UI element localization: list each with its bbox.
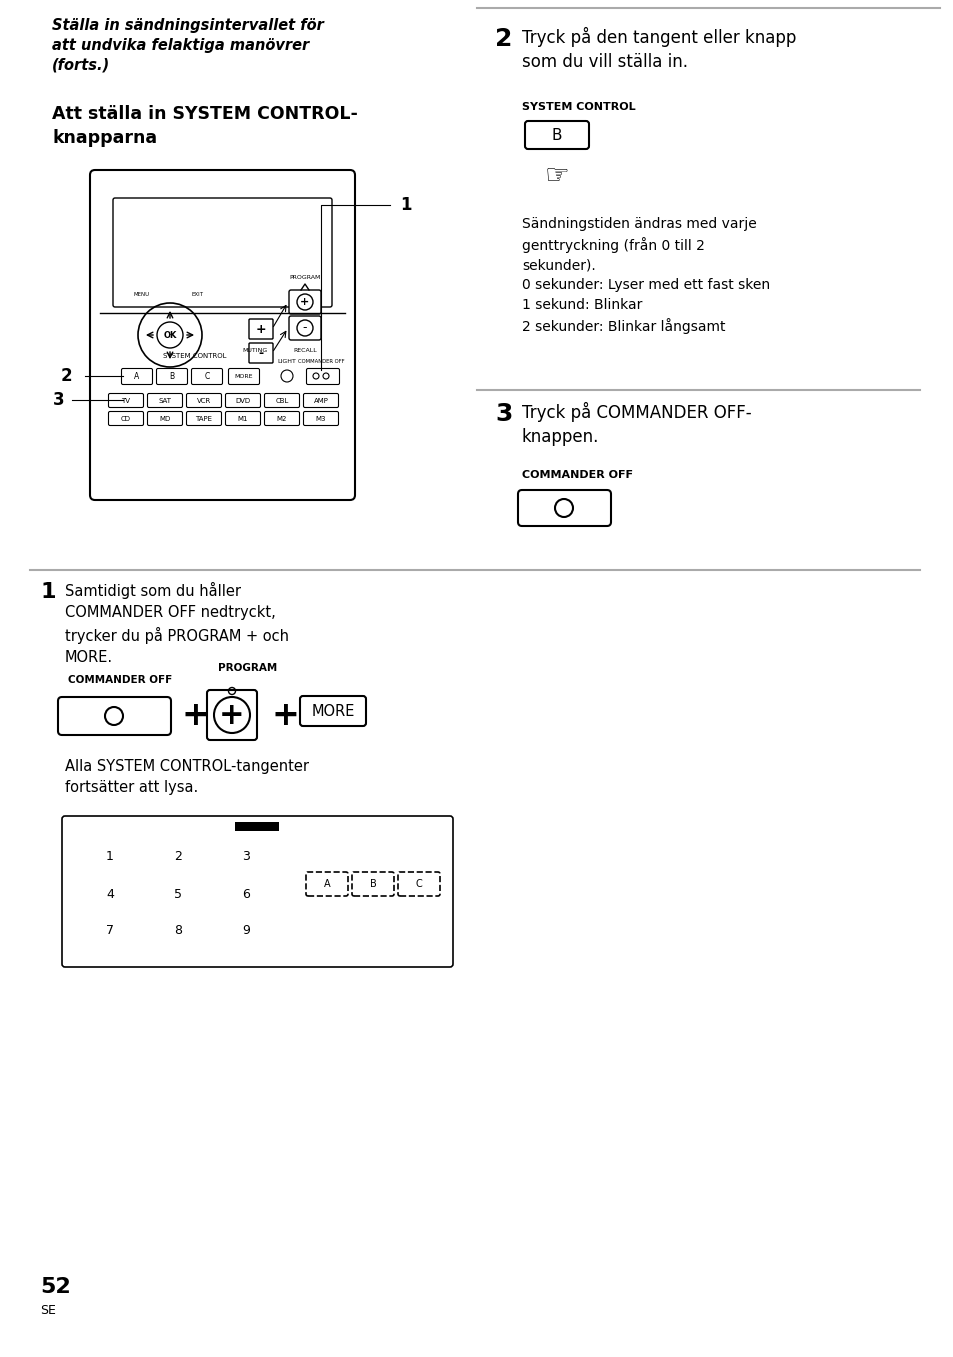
Text: SYSTEM CONTROL: SYSTEM CONTROL <box>163 353 227 360</box>
Text: B: B <box>369 879 376 889</box>
Text: EXIT: EXIT <box>192 292 204 297</box>
FancyBboxPatch shape <box>62 816 453 968</box>
Text: -: - <box>302 322 307 334</box>
Text: -: - <box>258 346 263 360</box>
Text: B: B <box>551 128 561 142</box>
Text: ☞: ☞ <box>544 161 569 190</box>
Text: M3: M3 <box>315 415 326 422</box>
FancyBboxPatch shape <box>186 411 221 426</box>
Text: 7: 7 <box>106 924 113 938</box>
Text: 1: 1 <box>40 582 55 603</box>
FancyBboxPatch shape <box>192 369 222 384</box>
FancyBboxPatch shape <box>225 394 260 407</box>
Text: +: + <box>255 323 266 335</box>
FancyBboxPatch shape <box>186 394 221 407</box>
Text: C: C <box>204 372 210 381</box>
FancyBboxPatch shape <box>524 121 588 149</box>
Text: +: + <box>300 297 310 307</box>
FancyBboxPatch shape <box>397 873 439 896</box>
FancyBboxPatch shape <box>148 394 182 407</box>
Text: PROGRAM: PROGRAM <box>218 664 277 673</box>
Text: 4: 4 <box>106 887 113 901</box>
Text: SE: SE <box>40 1304 56 1318</box>
FancyBboxPatch shape <box>249 319 273 339</box>
Text: Sändningstiden ändras med varje
genttryckning (från 0 till 2
sekunder).
0 sekund: Sändningstiden ändras med varje genttryc… <box>521 217 769 334</box>
Text: 3: 3 <box>242 851 250 863</box>
Text: MORE: MORE <box>311 703 355 718</box>
Text: Samtidigt som du håller
COMMANDER OFF nedtryckt,
trycker du på PROGRAM + och
MOR: Samtidigt som du håller COMMANDER OFF ne… <box>65 582 289 665</box>
Text: OK: OK <box>163 331 176 339</box>
Text: MUTING: MUTING <box>242 347 268 353</box>
Text: COMMANDER OFF: COMMANDER OFF <box>521 470 633 480</box>
Text: 9: 9 <box>242 924 250 938</box>
Text: 3: 3 <box>495 402 512 426</box>
Text: 2: 2 <box>495 27 512 52</box>
Text: M2: M2 <box>276 415 287 422</box>
FancyBboxPatch shape <box>229 369 259 384</box>
FancyBboxPatch shape <box>299 696 366 726</box>
Text: CBL: CBL <box>275 398 289 403</box>
FancyBboxPatch shape <box>109 411 143 426</box>
Text: Alla SYSTEM CONTROL-tangenter
fortsätter att lysa.: Alla SYSTEM CONTROL-tangenter fortsätter… <box>65 759 309 795</box>
Text: PROGRAM: PROGRAM <box>289 275 320 280</box>
Text: LIGHT: LIGHT <box>277 360 296 364</box>
FancyBboxPatch shape <box>306 873 348 896</box>
Text: A: A <box>134 372 139 381</box>
Text: +: + <box>271 699 298 731</box>
FancyBboxPatch shape <box>225 411 260 426</box>
FancyBboxPatch shape <box>249 343 273 364</box>
Text: MENU: MENU <box>133 292 150 297</box>
FancyBboxPatch shape <box>517 490 610 527</box>
Text: 8: 8 <box>173 924 182 938</box>
Text: 2: 2 <box>60 366 71 385</box>
Text: M1: M1 <box>237 415 248 422</box>
FancyBboxPatch shape <box>264 394 299 407</box>
FancyBboxPatch shape <box>289 290 320 313</box>
Text: TAPE: TAPE <box>195 415 213 422</box>
Text: MORE: MORE <box>234 375 253 379</box>
Text: TV: TV <box>121 398 131 403</box>
Text: 6: 6 <box>242 887 250 901</box>
Text: 2: 2 <box>173 851 182 863</box>
Text: DVD: DVD <box>235 398 251 403</box>
Text: 52: 52 <box>40 1277 71 1297</box>
Text: Tryck på COMMANDER OFF-
knappen.: Tryck på COMMANDER OFF- knappen. <box>521 402 751 445</box>
Text: +: + <box>219 700 245 730</box>
FancyBboxPatch shape <box>303 394 338 407</box>
FancyBboxPatch shape <box>352 873 394 896</box>
Text: AMP: AMP <box>314 398 328 403</box>
Text: Att ställa in SYSTEM CONTROL-
knapparna: Att ställa in SYSTEM CONTROL- knapparna <box>52 104 357 147</box>
Bar <box>234 822 278 830</box>
FancyBboxPatch shape <box>90 170 355 499</box>
FancyBboxPatch shape <box>156 369 188 384</box>
Text: 1: 1 <box>106 851 113 863</box>
FancyBboxPatch shape <box>306 369 339 384</box>
FancyBboxPatch shape <box>207 689 256 740</box>
Text: B: B <box>170 372 174 381</box>
FancyBboxPatch shape <box>112 198 332 307</box>
Text: COMMANDER OFF: COMMANDER OFF <box>68 674 172 685</box>
Text: CD: CD <box>121 415 131 422</box>
Text: SYSTEM CONTROL: SYSTEM CONTROL <box>521 102 635 113</box>
FancyBboxPatch shape <box>289 316 320 341</box>
Text: Ställa in sändningsintervallet för
att undvika felaktiga manövrer
(forts.): Ställa in sändningsintervallet för att u… <box>52 18 323 73</box>
Text: A: A <box>323 879 330 889</box>
FancyBboxPatch shape <box>58 697 171 735</box>
Text: RECALL: RECALL <box>293 347 316 353</box>
FancyBboxPatch shape <box>109 394 143 407</box>
Text: VCR: VCR <box>196 398 211 403</box>
FancyBboxPatch shape <box>264 411 299 426</box>
Text: 5: 5 <box>173 887 182 901</box>
Text: MD: MD <box>159 415 171 422</box>
Text: C: C <box>416 879 422 889</box>
Text: Tryck på den tangent eller knapp
som du vill ställa in.: Tryck på den tangent eller knapp som du … <box>521 27 796 71</box>
FancyBboxPatch shape <box>303 411 338 426</box>
Text: SAT: SAT <box>158 398 172 403</box>
FancyBboxPatch shape <box>121 369 152 384</box>
Text: +: + <box>181 699 209 731</box>
FancyBboxPatch shape <box>148 411 182 426</box>
Text: COMMANDER OFF: COMMANDER OFF <box>297 360 344 364</box>
Text: 1: 1 <box>399 195 411 214</box>
Text: 3: 3 <box>53 391 65 408</box>
